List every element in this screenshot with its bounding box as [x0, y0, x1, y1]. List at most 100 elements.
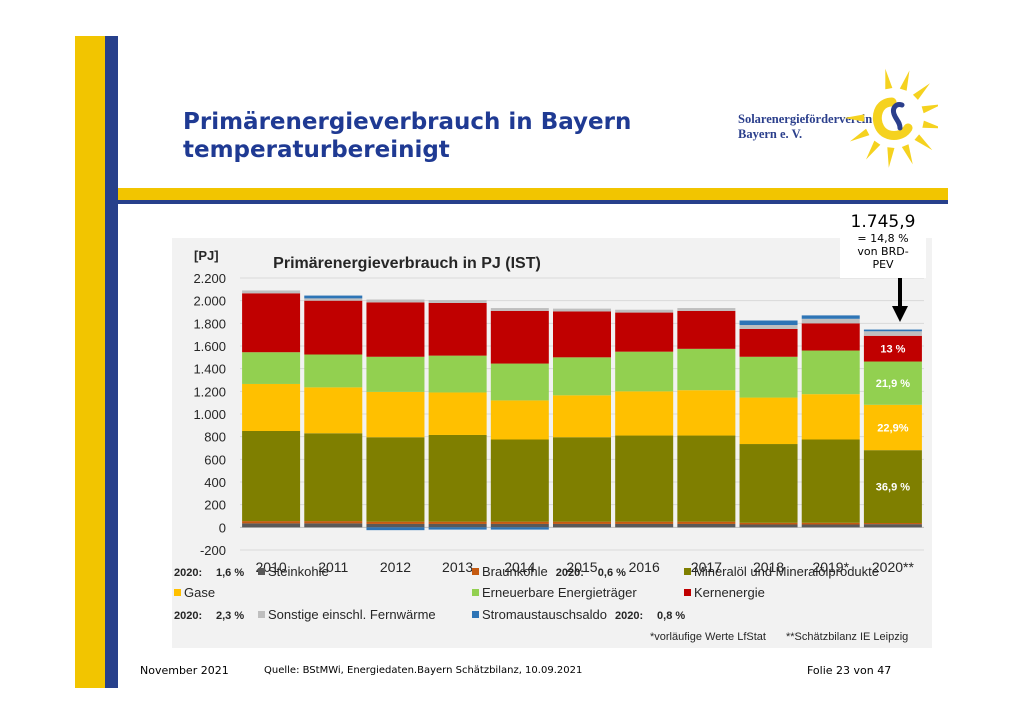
left-stripe-yellow [75, 36, 105, 688]
legend-swatch [258, 611, 265, 618]
legend-swatch [684, 568, 691, 575]
segment-label: 22,9% [877, 422, 908, 434]
bar-segment [863, 331, 922, 336]
segment-label: 36,9 % [876, 482, 910, 494]
bar-segment [553, 357, 611, 396]
bar-segment [801, 522, 860, 525]
bar-segment [615, 312, 674, 352]
sun-ray [887, 147, 895, 168]
y-tick-label: -200 [200, 543, 226, 558]
y-tick-label: 200 [204, 498, 226, 513]
sun-ray [885, 68, 893, 90]
chart-title: Primärenergieverbrauch in PJ (IST) [273, 255, 541, 272]
x-tick-label: 2017 [691, 559, 722, 575]
slide-title: Primärenergieverbrauch in Bayern tempera… [183, 108, 703, 164]
bar-segment [801, 323, 860, 351]
legend-label: Stromaustauschsaldo [482, 607, 607, 622]
bar-segment [242, 431, 301, 522]
sun-ray [866, 140, 881, 160]
legend-swatch [258, 568, 265, 575]
logo-text: Solarenergieförderverein Bayern e. V. [738, 112, 872, 142]
bar-segment [739, 325, 798, 329]
chart-note: **Schätzbilanz IE Leipzig [786, 631, 908, 643]
bar-segment [366, 527, 425, 531]
y-tick-label: 1.200 [193, 384, 226, 399]
bar-segment [739, 524, 798, 528]
bar-segment [739, 522, 798, 525]
legend-note-prefix: 2020: [615, 610, 643, 622]
bar-segment [428, 523, 487, 528]
left-stripe-blue [105, 36, 118, 688]
bar-segment [428, 521, 487, 524]
bar-segment [739, 329, 798, 357]
logo-text-line2: Bayern e. V. [738, 127, 803, 141]
legend-label: Steinkohle [268, 564, 329, 579]
bar-segment [490, 363, 549, 401]
legend-label: Braunkohle [482, 564, 548, 579]
header-rule-blue [118, 200, 948, 204]
bar-segment [863, 523, 922, 525]
bar-segment [366, 521, 425, 524]
bar-segment [490, 400, 549, 440]
bar-segment [242, 290, 301, 294]
sun-ray [901, 144, 913, 165]
legend-label: Kernenergie [694, 585, 765, 600]
y-axis-label: [PJ] [194, 248, 219, 263]
legend-note-prefix: 2020: [174, 610, 202, 622]
bar-segment [739, 356, 798, 398]
bar-segment [428, 527, 487, 530]
bar-segment [242, 352, 301, 384]
legend-label: Sonstige einschl. Fernwärme [268, 607, 436, 622]
bar-segment [304, 354, 363, 388]
y-tick-label: 1.400 [193, 362, 226, 377]
bar-segment [304, 433, 363, 522]
callout-value: 1.745,9 [850, 212, 916, 232]
bar-segment [801, 524, 860, 528]
bar-segment [615, 523, 674, 528]
x-tick-label: 2015 [566, 559, 597, 575]
y-tick-label: 800 [204, 430, 226, 445]
legend-swatch [174, 589, 181, 596]
x-tick-label: 2012 [380, 559, 411, 575]
bar-segment [677, 308, 736, 311]
bar-segment [242, 523, 301, 528]
bar-segment [242, 293, 301, 353]
bar-segment [428, 355, 487, 393]
legend-label: Erneuerbare Energieträger [482, 585, 637, 600]
bar-segment [615, 391, 674, 436]
x-tick-label: 2016 [629, 559, 660, 575]
total-callout: 1.745,9 = 14,8 % von BRD- PEV [840, 212, 926, 278]
bar-segment [739, 397, 798, 445]
bar-segment [366, 302, 425, 357]
chart-panel: Primärenergieverbrauch in PJ (IST) [PJ] … [172, 238, 932, 648]
bar-segment [553, 437, 611, 522]
sun-arc-blue [891, 102, 905, 131]
x-tick-label: 2018 [753, 559, 784, 575]
x-tick-label: 2011 [318, 559, 348, 575]
bar-segment [366, 391, 425, 438]
sun-ray [849, 128, 870, 142]
legend-label: Gase [184, 585, 215, 600]
sun-arc [872, 97, 913, 140]
bar-segment [863, 450, 922, 524]
legend-note-pct: 1,6 % [216, 567, 244, 579]
bar-segment [366, 356, 425, 392]
bar-segment [553, 395, 611, 438]
bar-segment [304, 298, 363, 301]
bar-segment [304, 523, 363, 528]
bar-segment [615, 435, 674, 522]
legend-note-prefix: 2020: [556, 567, 584, 579]
sun-ray [922, 120, 938, 129]
bar-segment [242, 383, 301, 431]
legend-swatch [472, 568, 479, 575]
bar-segment [428, 392, 487, 435]
bar-segment [677, 521, 736, 524]
x-tick-label: 2019* [812, 559, 849, 575]
callout-arrow-icon [892, 278, 908, 322]
sun-ray [899, 70, 910, 91]
bar-segment [304, 521, 363, 524]
bar-segment [677, 310, 736, 349]
bar-segment [677, 348, 736, 391]
bar-segment [304, 300, 363, 355]
callout-line3: PEV [872, 258, 894, 271]
